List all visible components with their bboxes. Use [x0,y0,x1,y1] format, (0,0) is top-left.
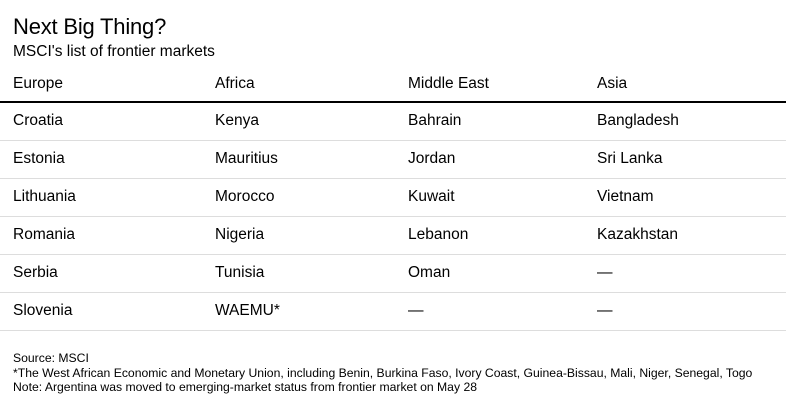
page-subtitle: MSCI's list of frontier markets [13,43,215,60]
argentina-note: Note: Argentina was moved to emerging-ma… [13,380,477,394]
table-cell: Bahrain [395,102,584,141]
table-cell: Slovenia [0,292,202,331]
table-cell: Bangladesh [584,102,786,141]
table-row: Lithuania Morocco Kuwait Vietnam [0,178,786,217]
column-header-africa: Africa [202,66,395,103]
table-cell: Kuwait [395,178,584,217]
table-row: Serbia Tunisia Oman — [0,254,786,293]
table-cell: Oman [395,254,584,293]
column-header-asia: Asia [584,66,786,103]
footnotes: Source: MSCI *The West African Economic … [13,351,752,395]
table-cell: Romania [0,216,202,255]
table-cell: Kenya [202,102,395,141]
table-cell: Vietnam [584,178,786,217]
frontier-markets-table: Europe Africa Middle East Asia Croatia K… [0,66,786,331]
table-cell: Jordan [395,140,584,179]
table-cell: Nigeria [202,216,395,255]
table-header-row: Europe Africa Middle East Asia [0,66,786,103]
table-row: Estonia Mauritius Jordan Sri Lanka [0,140,786,179]
table-cell: Mauritius [202,140,395,179]
table-cell: Serbia [0,254,202,293]
table-cell: Sri Lanka [584,140,786,179]
table-cell: Croatia [0,102,202,141]
table-cell: WAEMU* [202,292,395,331]
table-cell: Lithuania [0,178,202,217]
column-header-middle-east: Middle East [395,66,584,103]
page-title: Next Big Thing? [13,14,167,39]
table-cell: — [584,254,786,293]
table-cell: — [395,292,584,331]
table-row: Romania Nigeria Lebanon Kazakhstan [0,216,786,255]
table-cell: Kazakhstan [584,216,786,255]
waemu-footnote: *The West African Economic and Monetary … [13,365,753,380]
table-cell: — [584,292,786,331]
table-row: Croatia Kenya Bahrain Bangladesh [0,102,786,141]
source-note: Source: MSCI [13,351,89,365]
table-cell: Tunisia [202,254,395,293]
table-row: Slovenia WAEMU* — — [0,292,786,331]
table-cell: Lebanon [395,216,584,255]
table-cell: Morocco [202,178,395,217]
table-cell: Estonia [0,140,202,179]
column-header-europe: Europe [0,66,202,103]
